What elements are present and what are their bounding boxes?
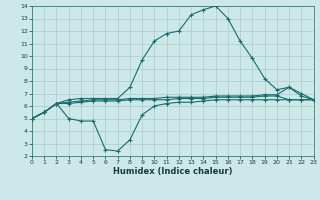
X-axis label: Humidex (Indice chaleur): Humidex (Indice chaleur) <box>113 167 233 176</box>
